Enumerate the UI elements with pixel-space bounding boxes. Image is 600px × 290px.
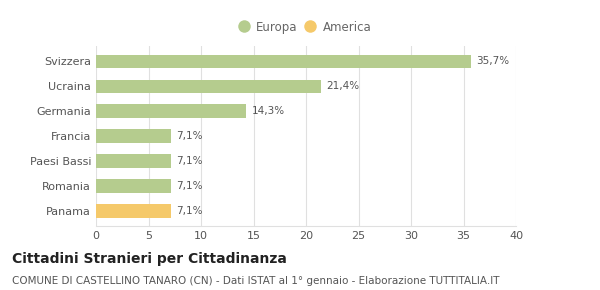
- Bar: [96, 104, 246, 118]
- Text: 7,1%: 7,1%: [176, 131, 202, 141]
- Text: 7,1%: 7,1%: [176, 156, 202, 166]
- Text: 35,7%: 35,7%: [476, 57, 509, 66]
- Bar: [96, 129, 170, 143]
- Text: 7,1%: 7,1%: [176, 181, 202, 191]
- Text: 21,4%: 21,4%: [326, 81, 359, 91]
- Legend: Europa, America: Europa, America: [236, 16, 376, 39]
- Bar: [96, 79, 320, 93]
- Bar: [96, 154, 170, 168]
- Bar: [96, 55, 471, 68]
- Text: 7,1%: 7,1%: [176, 206, 202, 216]
- Bar: [96, 179, 170, 193]
- Bar: [96, 204, 170, 218]
- Text: 14,3%: 14,3%: [251, 106, 284, 116]
- Text: Cittadini Stranieri per Cittadinanza: Cittadini Stranieri per Cittadinanza: [12, 252, 287, 266]
- Text: COMUNE DI CASTELLINO TANARO (CN) - Dati ISTAT al 1° gennaio - Elaborazione TUTTI: COMUNE DI CASTELLINO TANARO (CN) - Dati …: [12, 276, 499, 285]
